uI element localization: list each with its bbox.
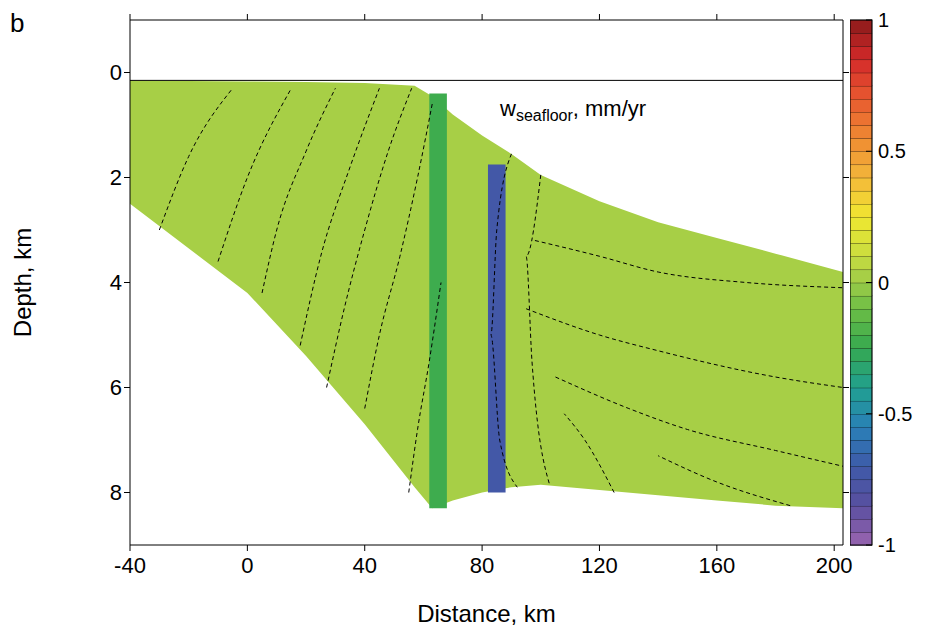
svg-text:-40: -40 [114,553,146,578]
svg-text:4: 4 [110,270,122,295]
svg-text:6: 6 [110,375,122,400]
svg-text:120: 120 [581,553,618,578]
svg-text:0: 0 [241,553,253,578]
svg-text:160: 160 [698,553,735,578]
svg-text:1: 1 [878,9,889,31]
svg-text:40: 40 [352,553,376,578]
svg-text:-0.5: -0.5 [878,403,912,425]
svg-text:Distance, km: Distance, km [417,600,556,627]
svg-text:2: 2 [110,165,122,190]
svg-text:0: 0 [878,272,889,294]
svg-text:8: 8 [110,480,122,505]
svg-text:80: 80 [470,553,494,578]
svg-text:200: 200 [816,553,853,578]
html-text:wseafloor, mm/yr: wseafloor, mm/yr [500,96,647,125]
svg-text:0.5: 0.5 [878,140,906,162]
html-text:b: b [10,8,25,38]
svg-text:-1: -1 [878,534,896,556]
svg-text:Depth, km: Depth, km [9,228,36,337]
svg-text:0: 0 [110,60,122,85]
